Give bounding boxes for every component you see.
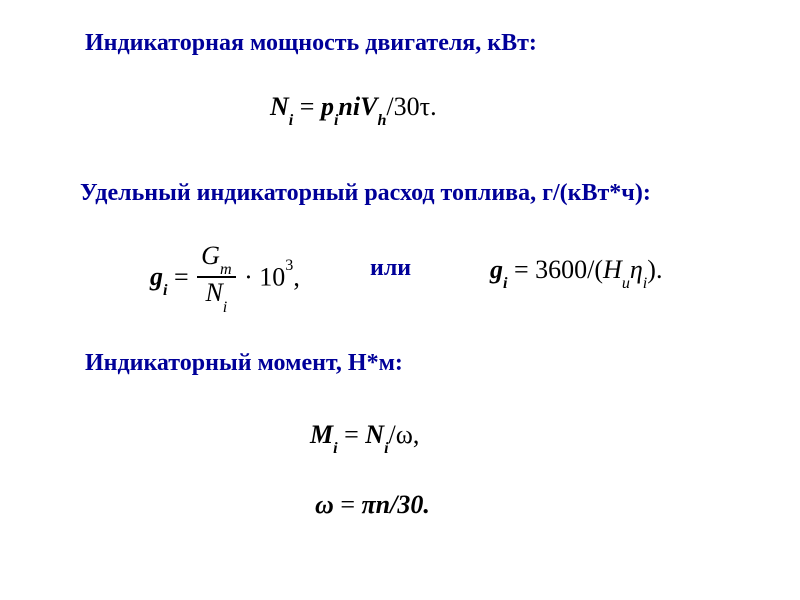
formula-gi-3600: gi = 3600/(Huηi). (490, 255, 662, 289)
var-N3: N (365, 420, 384, 449)
sub-i4: i (223, 299, 227, 316)
sub-t: т (220, 261, 232, 278)
sub-i6: i (643, 275, 647, 292)
sub-u: u (622, 275, 630, 292)
txt-over30tau: /30τ. (386, 92, 436, 121)
var-g: g (150, 262, 163, 291)
txt-3600: 3600/( (535, 255, 603, 284)
sub-i: i (289, 112, 293, 129)
txt-niV: niV (338, 92, 377, 121)
sub-i8: i (384, 440, 388, 457)
formula-omega: ω = πn/30. (315, 490, 430, 520)
connector-or: или (370, 255, 411, 282)
sub-i7: i (333, 440, 337, 457)
txt-pin30: πn/30. (361, 490, 429, 519)
var-p: p (321, 92, 334, 121)
var-G: G (201, 241, 220, 270)
txt-closeparen: ). (647, 255, 662, 284)
txt-dot10: · 10 (238, 262, 286, 291)
var-g2: g (490, 255, 503, 284)
var-N2: N (205, 278, 222, 307)
heading-specific-fuel-consumption: Удельный индикаторный расход топлива, г/… (80, 180, 651, 207)
fraction-Gt-Ni: Gт Ni (197, 243, 235, 312)
heading-indicator-torque: Индикаторный момент, Н*м: (85, 350, 403, 377)
sub-i3: i (163, 282, 167, 299)
var-omega: ω (315, 490, 334, 519)
txt-comma: , (293, 262, 300, 291)
heading-indicator-power: Индикаторная мощность двигателя, кВт: (85, 30, 537, 57)
formula-Mi: Mi = Ni/ω, (310, 420, 419, 454)
var-M: M (310, 420, 333, 449)
var-H: H (603, 255, 622, 284)
sub-i5: i (503, 275, 507, 292)
exp-3: 3 (285, 257, 293, 274)
formula-gi-fraction: gi = Gт Ni · 103, (150, 245, 300, 314)
formula-indicator-power: Ni = piniVh/30τ. (270, 92, 437, 126)
var-N: N (270, 92, 289, 121)
var-eta: η (630, 255, 643, 284)
txt-over-omega: /ω, (389, 420, 420, 449)
sub-h: h (377, 112, 386, 129)
slide: Индикаторная мощность двигателя, кВт: Ni… (0, 0, 800, 600)
sub-i2: i (334, 112, 338, 129)
